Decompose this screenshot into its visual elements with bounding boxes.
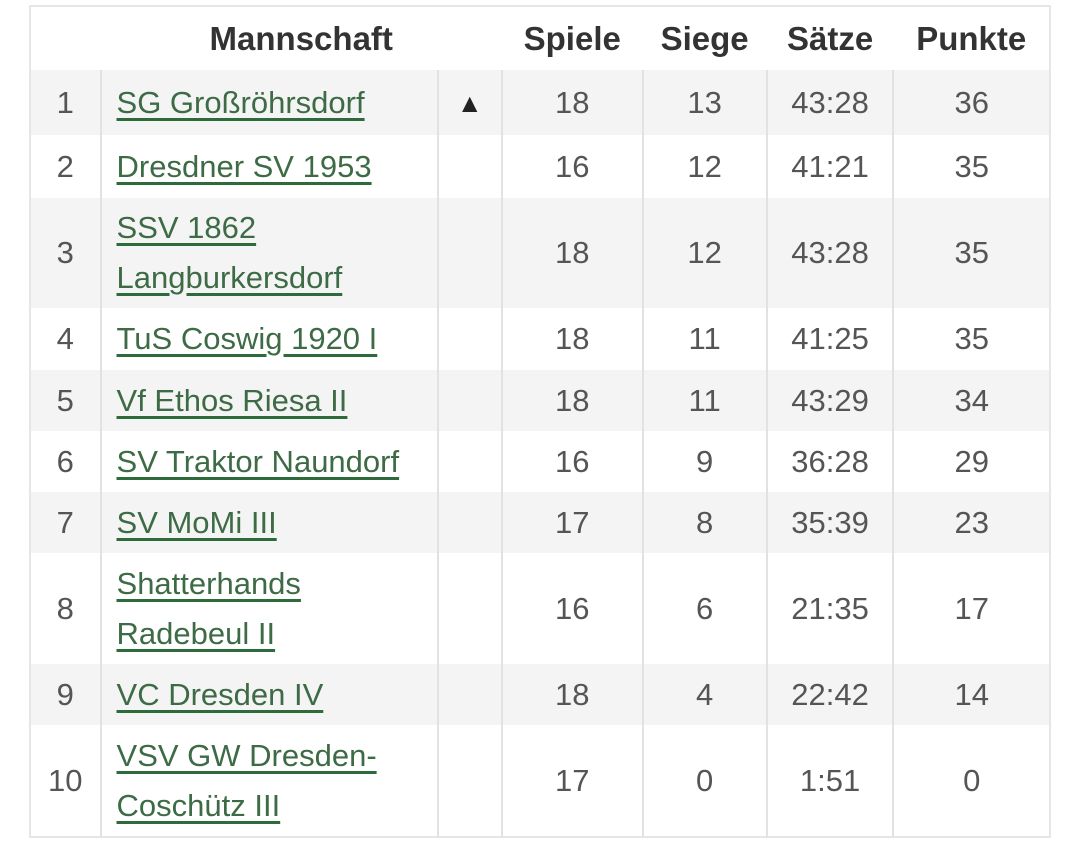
wins-cell: 4 (641, 664, 767, 725)
header-team: Mannschaft (209, 19, 393, 57)
trend-cell (436, 431, 502, 492)
table-row: 8 Shatterhands Radebeul II 16 6 21:35 17 (30, 553, 1050, 664)
team-link[interactable]: TuS Coswig 1920 I (116, 321, 378, 356)
games-cell: 16 (500, 135, 643, 198)
games-cell: 16 (500, 553, 643, 664)
games-cell: 18 (500, 198, 643, 308)
header-rank (30, 6, 101, 70)
table-row: 10 VSV GW Dresden-Coschütz III 17 0 1:51 0 (30, 725, 1050, 837)
table-row: 6 SV Traktor Naundorf 16 9 36:28 29 (30, 431, 1050, 492)
table-row: 5 Vf Ethos Riesa II 18 11 43:29 34 (30, 370, 1050, 431)
trend-cell (436, 135, 502, 198)
sets-cell: 36:28 (765, 431, 894, 492)
wins-cell: 6 (641, 553, 767, 664)
team-link[interactable]: VSV GW Dresden-Coschütz III (116, 737, 377, 823)
games-cell: 18 (500, 308, 643, 370)
team-cell: VSV GW Dresden-Coschütz III (99, 725, 438, 837)
team-cell: TuS Coswig 1920 I (99, 308, 438, 370)
team-link[interactable]: Vf Ethos Riesa II (116, 382, 348, 418)
table-row: 9 VC Dresden IV 18 4 22:42 14 (30, 664, 1050, 725)
sets-cell: 22:42 (765, 664, 894, 725)
games-cell: 18 (500, 664, 643, 725)
wins-cell: 12 (641, 135, 767, 198)
wins-cell: 13 (641, 70, 767, 135)
header-sets: Sätze (786, 19, 874, 57)
games-cell: 17 (500, 725, 643, 837)
rank-cell: 10 (48, 762, 83, 798)
wins-cell: 11 (641, 370, 767, 431)
trend-up-icon: ▲ (436, 70, 502, 135)
team-link[interactable]: SV Traktor Naundorf (116, 443, 400, 479)
rank-cell: 9 (30, 664, 101, 725)
table-row: 2 Dresdner SV 1953 16 12 41:21 35 (30, 135, 1050, 198)
table-row: 3 SSV 1862 Langburkersdorf 18 12 43:28 35 (30, 198, 1050, 308)
wins-cell: 12 (641, 198, 767, 308)
team-link[interactable]: Dresdner SV 1953 (116, 148, 372, 184)
standings-table: Mannschaft Spiele Siege Sätze Punkte 1 SG… (29, 5, 1051, 838)
header-points: Punkte (916, 19, 1027, 57)
sets-cell: 43:28 (765, 70, 894, 135)
rank-cell: 4 (56, 321, 74, 356)
rank-cell: 8 (56, 590, 74, 626)
points-cell: 23 (892, 492, 1050, 553)
team-cell: VC Dresden IV (99, 664, 438, 725)
team-cell: SV MoMi III (99, 492, 438, 553)
points-cell: 34 (892, 370, 1050, 431)
team-cell: Shatterhands Radebeul II (99, 553, 438, 664)
trend-cell (436, 308, 502, 370)
games-cell: 16 (500, 431, 643, 492)
rank-cell: 6 (56, 443, 74, 479)
team-link[interactable]: Shatterhands Radebeul II (116, 565, 301, 651)
rank-cell: 2 (56, 148, 74, 184)
wins-cell: 0 (641, 725, 767, 837)
points-cell: 35 (892, 198, 1050, 308)
team-cell: SSV 1862 Langburkersdorf (99, 198, 438, 308)
table-row: 7 SV MoMi III 17 8 35:39 23 (30, 492, 1050, 553)
trend-cell (436, 492, 502, 553)
sets-cell: 41:21 (765, 135, 894, 198)
sets-cell: 43:29 (765, 370, 894, 431)
header-wins: Siege (660, 19, 749, 57)
games-cell: 18 (500, 370, 643, 431)
rank-cell: 7 (30, 492, 101, 553)
trend-cell (436, 664, 502, 725)
table-row: 4 TuS Coswig 1920 I 18 11 41:25 35 (30, 308, 1050, 370)
sets-cell: 43:28 (765, 198, 894, 308)
header-row: Mannschaft Spiele Siege Sätze Punkte (30, 6, 1050, 70)
rank-cell: 5 (30, 370, 101, 431)
trend-cell (436, 725, 502, 837)
team-link[interactable]: VC Dresden IV (116, 676, 324, 712)
sets-cell: 21:35 (765, 553, 894, 664)
trend-cell (436, 553, 502, 664)
games-cell: 17 (500, 492, 643, 553)
team-cell: SV Traktor Naundorf (99, 431, 438, 492)
wins-cell: 8 (641, 492, 767, 553)
table-row: 1 SG Großröhrsdorf ▲ 18 13 43:28 36 (30, 70, 1050, 135)
points-cell: 35 (892, 308, 1050, 370)
team-cell: Dresdner SV 1953 (99, 135, 438, 198)
team-link[interactable]: SG Großröhrsdorf (116, 84, 365, 120)
points-cell: 29 (892, 431, 1050, 492)
team-link[interactable]: SV MoMi III (116, 504, 277, 540)
points-cell: 35 (892, 135, 1050, 198)
sets-cell: 35:39 (765, 492, 894, 553)
points-cell: 36 (892, 70, 1050, 135)
header-games: Spiele (523, 19, 621, 57)
points-cell: 17 (892, 553, 1050, 664)
trend-cell (436, 370, 502, 431)
team-cell: Vf Ethos Riesa II (99, 370, 438, 431)
wins-cell: 11 (641, 308, 767, 370)
trend-cell (436, 198, 502, 308)
wins-cell: 9 (641, 431, 767, 492)
sets-cell: 41:25 (765, 308, 894, 370)
rank-cell: 1 (30, 70, 101, 135)
points-cell: 0 (892, 725, 1050, 837)
team-cell: SG Großröhrsdorf (99, 70, 438, 135)
team-link[interactable]: SSV 1862 Langburkersdorf (116, 210, 343, 295)
rank-cell: 3 (30, 198, 101, 308)
points-cell: 14 (892, 664, 1050, 725)
games-cell: 18 (500, 70, 643, 135)
sets-cell: 1:51 (765, 725, 894, 837)
